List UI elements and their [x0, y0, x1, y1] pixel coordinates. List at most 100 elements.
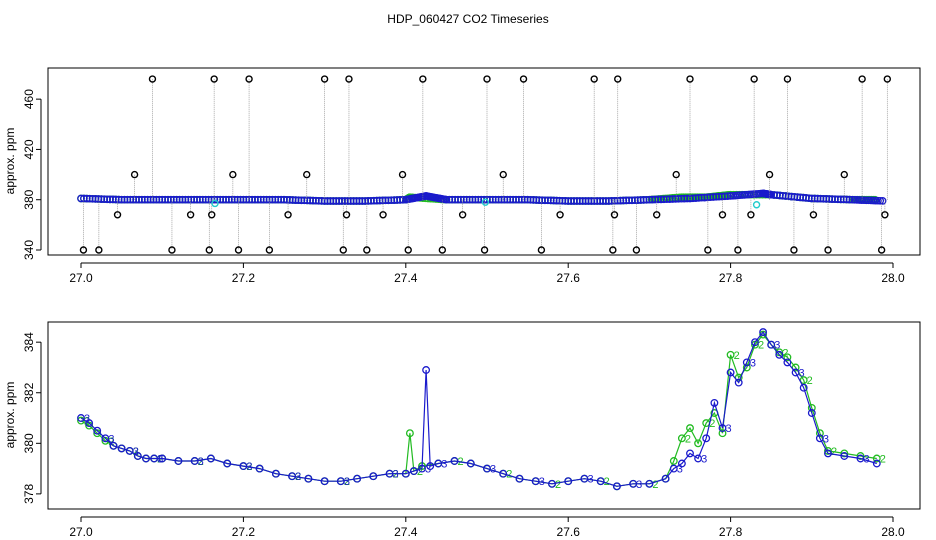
- series-3-point: [669, 464, 678, 473]
- outlier-point: [609, 246, 617, 254]
- series-3-glyph: 3: [587, 474, 593, 486]
- series-3-point: [255, 464, 264, 473]
- outlier-point: [824, 246, 832, 254]
- x-tick-label: 27.2: [232, 525, 256, 539]
- series-2-point: [677, 434, 686, 443]
- series-3-glyph: 3: [490, 464, 496, 476]
- top-marks: [77, 75, 892, 254]
- series-3-point: [702, 434, 711, 443]
- series-3-point: [726, 368, 735, 377]
- outlier-point: [765, 170, 774, 179]
- series-2-point: [856, 452, 865, 460]
- y-tick-label: 382: [22, 382, 36, 402]
- series-3-point: [499, 469, 508, 478]
- series-3-point: [271, 469, 280, 478]
- outlier-point: [208, 211, 216, 219]
- series-3-point: [845, 195, 854, 204]
- series-2-point: [694, 439, 703, 448]
- series-3-point: [206, 454, 215, 463]
- series-3-point: [661, 474, 670, 483]
- series-2-glyph: 2: [108, 436, 114, 448]
- outlier-point: [205, 246, 213, 254]
- outlier-point: [245, 75, 253, 83]
- outlier-point: [483, 75, 491, 83]
- series-3-point: [612, 482, 621, 491]
- bottom-plot-frame: [47, 321, 921, 510]
- outlier-point: [809, 211, 818, 219]
- x-tick-label: 27.4: [394, 271, 418, 285]
- series-2-glyph: 2: [198, 456, 204, 468]
- outlier-point: [265, 246, 274, 254]
- series-3-point: [677, 459, 686, 468]
- series-3-point: [409, 467, 418, 476]
- top-y-axis: 340 380 420 460: [22, 89, 42, 260]
- series-3-glyph: 3: [750, 357, 756, 369]
- series-3-glyph: 3: [799, 368, 805, 380]
- series-2-point: [872, 454, 881, 463]
- outlier-point: [95, 246, 103, 254]
- series-3-point: [426, 462, 435, 471]
- series-3-point: [385, 469, 394, 478]
- x-tick-label: 28.0: [881, 525, 905, 539]
- series-3-point: [710, 398, 719, 407]
- series-3-point: [718, 424, 727, 433]
- outlier-point: [320, 75, 329, 83]
- series-2-glyph: 2: [604, 476, 610, 488]
- series-2-glyph: 2: [807, 375, 813, 387]
- series-3-glyph: 3: [425, 464, 431, 476]
- series-2-point: [669, 457, 678, 465]
- series-3-point: [629, 479, 638, 488]
- series-2-glyph: 2: [393, 469, 399, 481]
- y-tick-label: 460: [22, 89, 36, 109]
- series-2-point: [718, 429, 727, 438]
- flag-point: [481, 198, 490, 206]
- series-3-point: [824, 449, 832, 458]
- series-2-glyph: 2: [157, 453, 163, 465]
- series-3-glyph: 3: [725, 423, 731, 435]
- series-3-point: [515, 474, 524, 483]
- series-3-point: [422, 366, 431, 374]
- outlier-point: [790, 246, 798, 254]
- series-3-point: [807, 409, 816, 417]
- series-2-glyph: 2: [506, 469, 512, 481]
- outlier-point: [363, 246, 371, 254]
- x-tick-label: 27.6: [557, 525, 581, 539]
- series-3-point: [759, 328, 768, 337]
- series-3-glyph: 3: [774, 340, 780, 352]
- outlier-point: [186, 211, 195, 219]
- outlier-point: [229, 170, 237, 179]
- outlier-point: [79, 246, 88, 254]
- series-3-point: [799, 383, 808, 392]
- y-tick-label: 384: [22, 332, 36, 352]
- outlier-point: [632, 246, 641, 254]
- series-3-point: [466, 459, 475, 468]
- outlier-point: [458, 211, 467, 219]
- outlier-point: [783, 75, 792, 83]
- series-3-point: [304, 474, 313, 483]
- series-3-point: [878, 197, 887, 205]
- series-3-point: [401, 469, 410, 478]
- series-3-point: [93, 426, 102, 435]
- outlier-point: [840, 170, 848, 179]
- x-tick-label: 28.0: [881, 271, 905, 285]
- series-3-point: [483, 464, 491, 473]
- series-3-point: [548, 479, 556, 488]
- series-2-glyph: 2: [880, 453, 886, 465]
- outlier-point: [747, 211, 755, 219]
- series-3-point: [450, 457, 459, 465]
- outlier-point: [342, 211, 351, 219]
- series-3-glyph: 3: [441, 459, 447, 471]
- series-3-glyph: 3: [677, 464, 683, 476]
- outlier-point: [148, 75, 157, 83]
- series-3-glyph: 3: [393, 469, 399, 481]
- series-3-point: [239, 462, 248, 471]
- series-3-point: [596, 477, 605, 486]
- series-3-glyph: 3: [636, 479, 642, 491]
- series-2-point: [799, 376, 808, 385]
- outlier-point: [750, 75, 758, 83]
- outlier-point: [653, 211, 661, 219]
- outlier-point: [614, 75, 622, 83]
- top-x-axis: 27.0 27.2 27.4 27.6 27.8 28.0: [69, 262, 905, 285]
- series-2-glyph: 2: [782, 347, 788, 359]
